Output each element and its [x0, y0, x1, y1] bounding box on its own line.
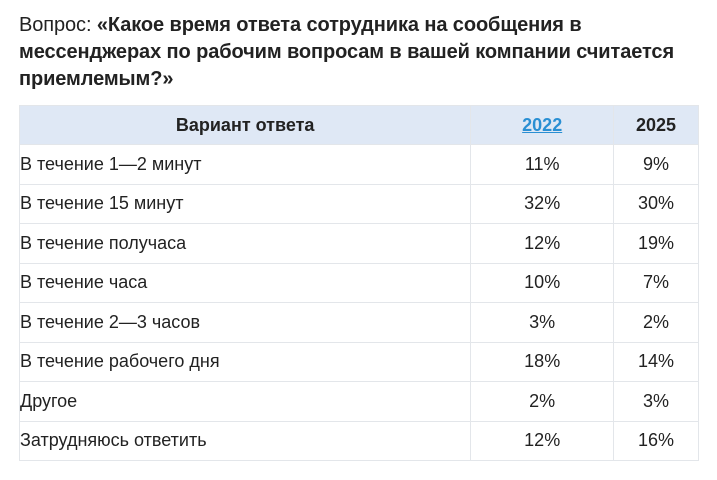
- row-value-2022: 2%: [470, 381, 615, 422]
- row-option: В течение получаса: [18, 223, 472, 264]
- header-year-2022[interactable]: 2022: [470, 105, 615, 145]
- row-value-2025: 3%: [613, 381, 699, 422]
- year-2022-link[interactable]: 2022: [522, 114, 563, 135]
- row-value-2025: 19%: [613, 223, 699, 264]
- row-value-2022: 3%: [470, 302, 615, 343]
- row-option: В течение 1—2 минут: [18, 144, 472, 185]
- row-option: В течение 2—3 часов: [18, 302, 472, 343]
- survey-results-table: Вариант ответа 2022 2025 В течение 1—2 м…: [18, 105, 699, 461]
- row-value-2025: 7%: [613, 262, 699, 303]
- row-option: Другое: [18, 381, 472, 422]
- row-value-2022: 10%: [470, 262, 615, 303]
- row-value-2025: 2%: [613, 302, 699, 343]
- row-value-2025: 14%: [613, 341, 699, 382]
- row-value-2025: 16%: [613, 420, 699, 461]
- question-prefix: Вопрос:: [19, 14, 97, 36]
- row-option: В течение рабочего дня: [18, 341, 472, 382]
- question-heading: Вопрос: «Какое время ответа сотрудника н…: [19, 12, 699, 93]
- table-row: В течение получаса 12% 19%: [18, 223, 699, 264]
- row-value-2025: 9%: [613, 144, 699, 185]
- row-option: Затрудняюсь ответить: [18, 420, 472, 461]
- row-value-2025: 30%: [613, 183, 699, 224]
- table-row: В течение часа 10% 7%: [18, 262, 699, 303]
- table-row: Затрудняюсь ответить 12% 16%: [18, 420, 699, 461]
- question-text: «Какое время ответа сотрудника на сообще…: [19, 14, 675, 90]
- table-row: В течение 1—2 минут 11% 9%: [18, 144, 699, 185]
- table-header-row: Вариант ответа 2022 2025: [18, 105, 699, 145]
- header-option: Вариант ответа: [18, 105, 472, 145]
- table-row: В течение 2—3 часов 3% 2%: [18, 302, 699, 343]
- table-row: В течение рабочего дня 18% 14%: [18, 341, 699, 382]
- table-row: В течение 15 минут 32% 30%: [18, 183, 699, 224]
- table-row: Другое 2% 3%: [18, 381, 699, 422]
- row-value-2022: 12%: [470, 223, 615, 264]
- row-value-2022: 32%: [470, 183, 615, 224]
- row-value-2022: 18%: [470, 341, 615, 382]
- header-year-2025: 2025: [613, 105, 699, 145]
- row-option: В течение 15 минут: [18, 183, 472, 224]
- row-value-2022: 11%: [470, 144, 615, 185]
- row-option: В течение часа: [18, 262, 472, 303]
- row-value-2022: 12%: [470, 420, 615, 461]
